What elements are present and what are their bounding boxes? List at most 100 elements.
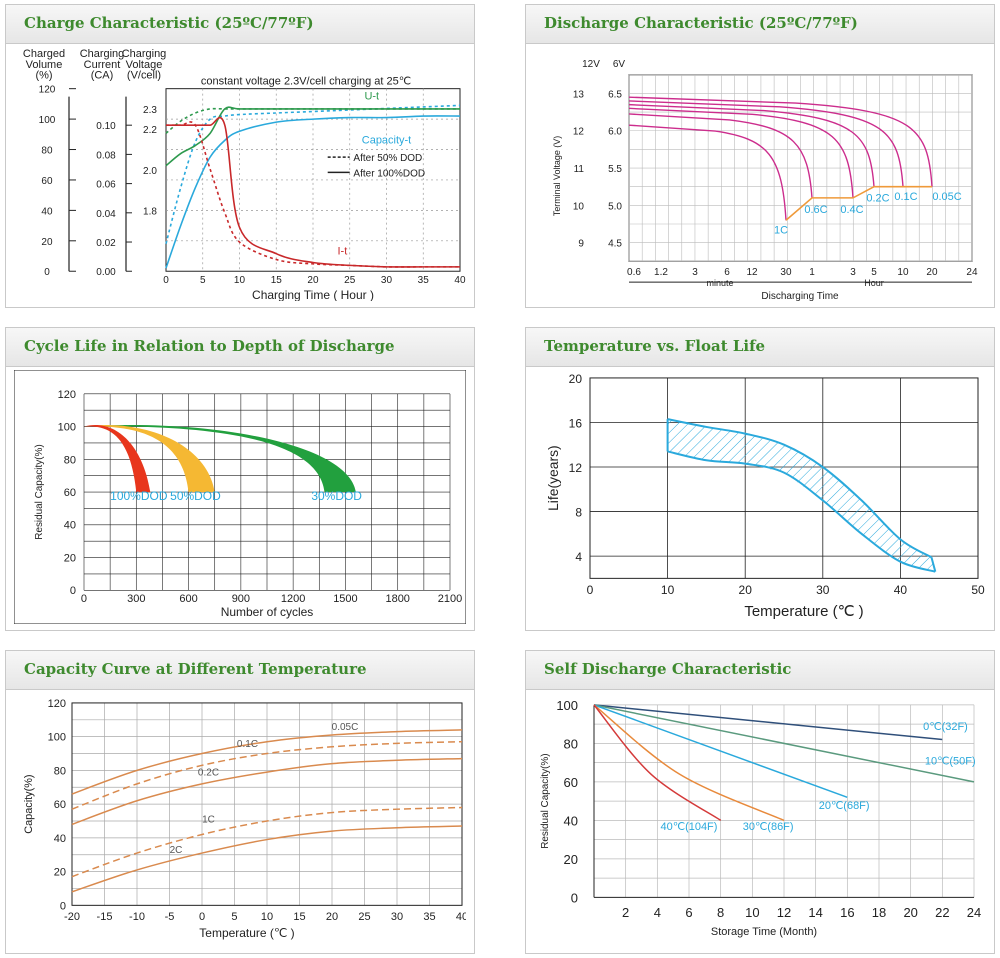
y-tick-label: 120 [48, 698, 66, 710]
series-label: 0℃(32F) [923, 721, 968, 733]
y12-tick-label: 10 [573, 201, 585, 212]
series-line [165, 115, 461, 269]
y6-tick-label: 4.5 [608, 239, 622, 250]
y-axis-title: Capacity(%) [23, 774, 35, 833]
self-discharge-line [593, 704, 943, 741]
self-discharge-line [593, 704, 722, 822]
y-tick-label: 120 [58, 389, 76, 401]
y-tick-label: 8 [575, 506, 582, 520]
rate-label: 0.6C [804, 204, 827, 216]
x-tick-label: 0 [81, 593, 87, 605]
rate-label: 1C [774, 224, 788, 236]
cycle-life-panel: Cycle Life in Relation to Depth of Disch… [5, 327, 475, 631]
x-tick-label: 40 [454, 275, 466, 286]
y-tick-label: 60 [64, 487, 76, 499]
y-tick-label: 60 [564, 775, 578, 790]
lower-bound-line [667, 450, 936, 573]
x-tick-label: 0 [587, 583, 594, 597]
x-tick-label: 40 [456, 911, 466, 923]
x-tick-label: 2 [622, 905, 629, 920]
x-axis-title: Temperature (℃ ) [199, 926, 294, 940]
axis-title: (CA) [91, 70, 114, 82]
x-tick-label: 20 [926, 267, 938, 278]
panel-title: Discharge Characteristic (25ºC/77ºF) [544, 14, 858, 32]
x-tick-label: -10 [129, 911, 145, 923]
y6-tick-label: 6.5 [608, 89, 622, 100]
capacity-temperature-chart: 120 100 80 60 40 20 0 -20 -15 -10 -5 0 5 10 15 20 25 30 35… [14, 693, 466, 947]
discharge-curve [628, 103, 875, 187]
x-tick-label: 0 [163, 275, 169, 286]
capacity-curve [71, 806, 463, 878]
cycle-life-chart-svg: 120 100 80 60 40 20 00 300 600 900 1200 1500 1800 210… [14, 370, 466, 624]
self-discharge-line [593, 704, 848, 798]
dod-label: 50%DOD [170, 489, 221, 503]
x-tick-label: 0.6 [627, 267, 641, 278]
curve-label-capacity: Capacity-t [362, 134, 411, 146]
curve-label: 0.05C [332, 722, 359, 733]
voltage-tick-label: 2.0 [143, 166, 157, 177]
y12-tick-label: 12 [573, 127, 585, 138]
end-voltage-line [785, 185, 932, 221]
discharge-curve [628, 113, 813, 198]
self-discharge-panel: Self Discharge Characteristic 100 80 60 40 2… [525, 650, 995, 954]
x-tick-label: 40 [894, 583, 908, 597]
capacity-curve [71, 757, 463, 826]
y-tick-label: 20 [569, 372, 583, 386]
current-tick-label: 0.06 [96, 180, 116, 191]
float-life-chart: 20 16 12 8 4 0 10 20 30 40 50 Temperature (℃ ) Life(… [534, 370, 986, 624]
self-discharge-line [593, 704, 975, 783]
current-tick-label: 0.02 [96, 238, 116, 249]
x-tick-label: 12 [746, 267, 758, 278]
series-label: 30℃(86F) [743, 821, 794, 833]
plot-frame [71, 702, 463, 906]
x-tick-label: 22 [935, 905, 949, 920]
x-tick-label: -20 [64, 911, 80, 923]
series-line [165, 107, 460, 134]
curve-label-voltage: U-t [364, 90, 379, 102]
axis-title: Volume [26, 59, 63, 71]
x-tick-label: 20 [903, 905, 917, 920]
x-tick-label: 24 [967, 905, 981, 920]
current-tick-label: 0.04 [96, 209, 116, 220]
annotation: constant voltage 2.3V/cell charging at 2… [201, 76, 411, 88]
x-axis-title: Temperature (℃ ) [744, 603, 863, 620]
y6-tick-label: 6.0 [608, 127, 622, 138]
y-tick-label: 60 [54, 799, 66, 811]
y-tick-label: 12 [569, 461, 583, 475]
dod-label: 30%DOD [311, 489, 362, 503]
voltage-tick-label: 2.3 [143, 105, 157, 116]
y-tick-label: 20 [54, 867, 66, 879]
panel-title: Charge Characteristic (25ºC/77ºF) [24, 14, 314, 32]
current-tick-label: 0.08 [96, 150, 116, 161]
capacity-temperature-panel: Capacity Curve at Different Temperature … [5, 650, 475, 954]
y-tick-label: 0 [70, 585, 76, 597]
y-axis-title: Life(years) [545, 445, 561, 511]
dod-band [84, 425, 151, 493]
x-tick-label: 50 [971, 583, 985, 597]
x-tick-label: 20 [739, 583, 753, 597]
discharge-curve [628, 96, 933, 187]
x-tick-label: 0 [199, 911, 205, 923]
x-tick-label: 10 [661, 583, 675, 597]
x-group-label: Hour [864, 278, 884, 288]
y-tick-label: 0 [60, 900, 66, 912]
x-tick-label: 1 [809, 267, 815, 278]
x-tick-label: 3 [692, 267, 698, 278]
dod-band [84, 425, 215, 493]
x-tick-label: 25 [344, 275, 356, 286]
rate-label: 0.05C [932, 191, 961, 203]
axis-title: Current [84, 59, 121, 71]
y-title-6v: 6V [613, 59, 626, 70]
discharge-curve [628, 100, 904, 187]
y-tick-label: 40 [54, 833, 66, 845]
y-tick-label: 20 [564, 852, 578, 867]
x-tick-label: 1500 [333, 593, 357, 605]
x-tick-label: 600 [179, 593, 197, 605]
y-tick-label: 40 [564, 813, 578, 828]
y-tick-label: 80 [64, 454, 76, 466]
volume-tick-label: 100 [39, 115, 56, 126]
x-tick-label: -15 [97, 911, 113, 923]
y-tick-label: 100 [556, 698, 578, 713]
